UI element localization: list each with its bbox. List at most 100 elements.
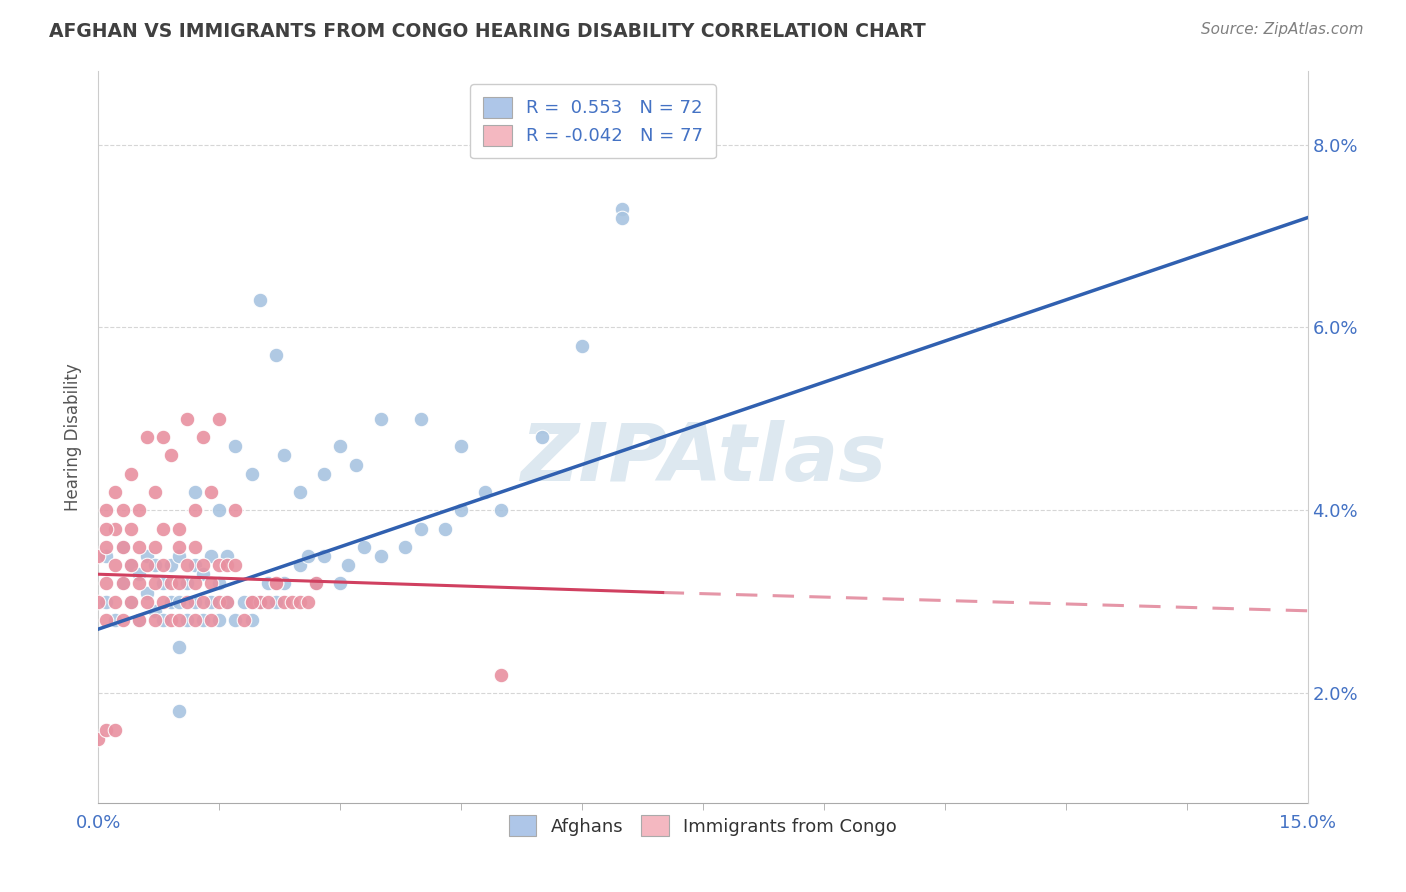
Point <box>264 576 287 591</box>
Point <box>167 540 190 554</box>
Point <box>288 485 311 500</box>
Point <box>143 613 166 627</box>
Point <box>143 576 166 591</box>
Point <box>176 613 198 627</box>
Point <box>87 731 110 746</box>
Point <box>128 613 150 627</box>
Point <box>208 412 231 426</box>
Point <box>103 485 125 500</box>
Y-axis label: Hearing Disability: Hearing Disability <box>65 363 83 511</box>
Point <box>96 723 118 737</box>
Point <box>394 540 416 554</box>
Point <box>143 485 166 500</box>
Point <box>208 594 231 608</box>
Point <box>176 594 198 608</box>
Point <box>314 549 336 563</box>
Point <box>111 540 134 554</box>
Point <box>200 576 222 591</box>
Point <box>152 558 174 573</box>
Point <box>612 211 634 225</box>
Point <box>135 549 157 563</box>
Point <box>208 503 231 517</box>
Point <box>370 549 392 563</box>
Point <box>200 594 222 608</box>
Point <box>297 594 319 608</box>
Point <box>193 430 215 444</box>
Point <box>96 576 118 591</box>
Point <box>103 723 125 737</box>
Point <box>288 558 311 573</box>
Point <box>200 549 222 563</box>
Point <box>193 613 215 627</box>
Point <box>353 540 375 554</box>
Point <box>103 558 125 573</box>
Point <box>256 576 278 591</box>
Point <box>217 594 239 608</box>
Point <box>240 594 263 608</box>
Point <box>143 604 166 618</box>
Point <box>135 558 157 573</box>
Point <box>184 613 207 627</box>
Point <box>167 549 190 563</box>
Point <box>96 594 118 608</box>
Point <box>103 594 125 608</box>
Point <box>217 558 239 573</box>
Point <box>184 576 207 591</box>
Point <box>184 503 207 517</box>
Point <box>143 540 166 554</box>
Point <box>167 594 190 608</box>
Point <box>111 540 134 554</box>
Point <box>344 458 367 472</box>
Point <box>184 558 207 573</box>
Point <box>208 613 231 627</box>
Point <box>329 576 352 591</box>
Point <box>200 485 222 500</box>
Text: AFGHAN VS IMMIGRANTS FROM CONGO HEARING DISABILITY CORRELATION CHART: AFGHAN VS IMMIGRANTS FROM CONGO HEARING … <box>49 22 927 41</box>
Point <box>530 430 553 444</box>
Point <box>273 448 295 462</box>
Point <box>232 594 254 608</box>
Point <box>128 540 150 554</box>
Point <box>273 594 295 608</box>
Point <box>314 467 336 481</box>
Point <box>256 594 278 608</box>
Point <box>409 521 432 535</box>
Point <box>224 558 246 573</box>
Point <box>135 430 157 444</box>
Point <box>103 521 125 535</box>
Point <box>135 594 157 608</box>
Point <box>96 540 118 554</box>
Point <box>128 503 150 517</box>
Point <box>224 613 246 627</box>
Point <box>160 558 183 573</box>
Point <box>87 549 110 563</box>
Point <box>152 576 174 591</box>
Point <box>208 558 231 573</box>
Point <box>305 576 328 591</box>
Point <box>128 576 150 591</box>
Point <box>217 549 239 563</box>
Legend: Afghans, Immigrants from Congo: Afghans, Immigrants from Congo <box>501 806 905 845</box>
Point <box>111 576 134 591</box>
Point <box>152 613 174 627</box>
Point <box>273 576 295 591</box>
Point <box>305 576 328 591</box>
Point <box>240 467 263 481</box>
Text: ZIPAtlas: ZIPAtlas <box>520 420 886 498</box>
Point <box>193 567 215 582</box>
Point <box>120 521 142 535</box>
Point <box>111 576 134 591</box>
Point <box>450 503 472 517</box>
Point <box>120 594 142 608</box>
Point <box>264 348 287 362</box>
Point <box>240 594 263 608</box>
Point <box>120 467 142 481</box>
Point <box>208 576 231 591</box>
Point <box>167 705 190 719</box>
Point <box>176 412 198 426</box>
Point <box>612 202 634 216</box>
Point <box>281 594 304 608</box>
Point <box>193 594 215 608</box>
Point <box>160 613 183 627</box>
Point <box>217 594 239 608</box>
